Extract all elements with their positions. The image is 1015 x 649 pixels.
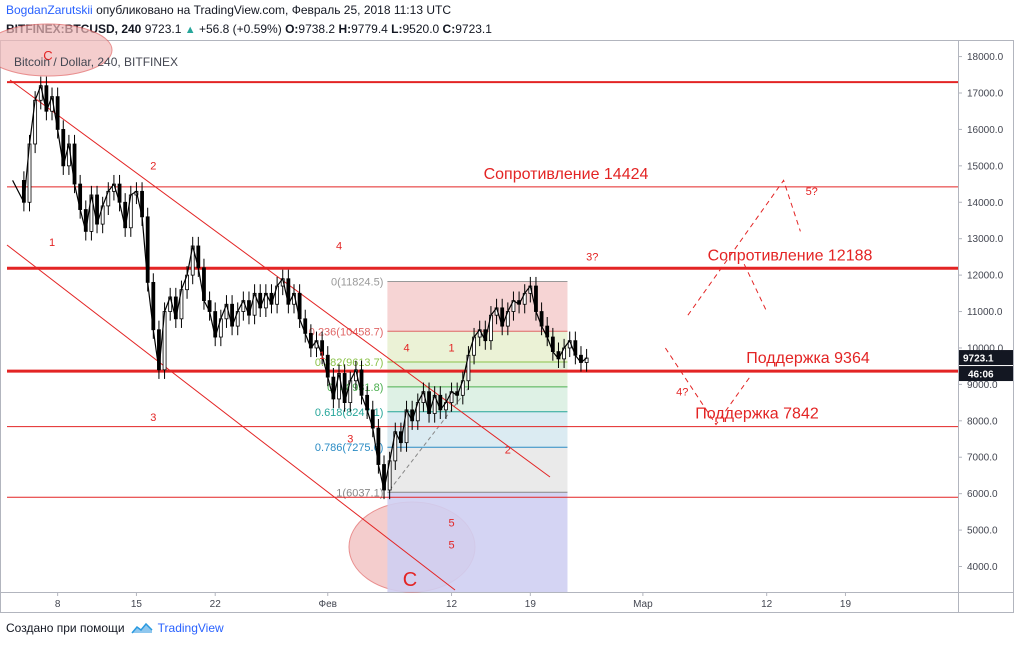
footer: Создано при помощи TradingView [6, 621, 224, 635]
countdown-value: 46:06 [968, 370, 994, 381]
wave-label: 2 [150, 160, 156, 172]
chart-title: Bitcoin / Dollar, 240, BITFINEX [14, 55, 178, 69]
last-price-value: 9723.1 [963, 354, 994, 365]
y-tick-label: 17000.0 [967, 88, 1004, 99]
y-tick-label: 10000.0 [967, 343, 1004, 354]
close-value: 9723.1 [455, 22, 492, 36]
countdown-badge [959, 366, 1013, 382]
level-label: Поддержка 7842 [695, 406, 819, 423]
wave-label: 1 [319, 350, 325, 362]
x-tick-label: Мар [633, 599, 653, 610]
chart-frame [0, 40, 1014, 613]
x-tick-label: 12 [446, 599, 458, 610]
author-link[interactable]: BogdanZarutskii [6, 3, 93, 17]
wave-label: 5 [448, 517, 454, 529]
level-label: Сопротивление 14424 [484, 166, 649, 183]
channel-upper-line [9, 79, 551, 478]
y-tick-label: 15000.0 [967, 161, 1004, 172]
wave-label: 2 [505, 445, 511, 457]
y-tick-label: 12000.0 [967, 271, 1004, 282]
wave-label: 1 [49, 237, 55, 249]
wave-label: 3 [347, 434, 353, 446]
created-with: Создано при помощи [6, 621, 125, 635]
wave-label: 4? [676, 386, 688, 398]
wave-c-label: C [403, 569, 417, 591]
x-tick-label: 8 [55, 599, 61, 610]
publish-info: опубликовано на TradingView.com, Февраль… [96, 3, 451, 17]
y-tick-label: 6000.0 [967, 489, 998, 500]
open-label: O: [285, 22, 299, 36]
x-tick-label: Фев [319, 599, 337, 610]
top-wave-circle [0, 23, 113, 77]
fib-zone [387, 386, 568, 412]
fib-level-label: 0.382(9613.7) [315, 357, 384, 369]
wave-label: 1 [448, 343, 454, 355]
arrow-up-icon: ▲ [184, 24, 196, 36]
level-label: Сопротивление 12188 [708, 247, 873, 264]
y-tick-label: 16000.0 [967, 125, 1004, 136]
level-label: Поддержка 9364 [746, 350, 870, 367]
y-tick-label: 8000.0 [967, 416, 998, 427]
fib-zone [387, 362, 568, 387]
y-tick-label: 7000.0 [967, 453, 998, 464]
low-value: 9520.0 [402, 22, 440, 36]
forecast-path [743, 263, 768, 312]
open-value: 9738.2 [298, 22, 336, 36]
high-value: 9779.4 [351, 22, 388, 36]
price-line [12, 83, 587, 491]
y-tick-label: 14000.0 [967, 198, 1004, 209]
fib-level-label: 0.786(7275.6) [315, 442, 384, 454]
wave-label: 5? [806, 186, 818, 198]
fib-zone [387, 331, 568, 363]
high-label: H: [338, 22, 352, 36]
fib-extension-zone [387, 492, 568, 592]
y-tick-label: 5000.0 [967, 526, 998, 537]
fib-level-label: 0(11824.5) [331, 277, 383, 289]
fib-zone [387, 411, 568, 448]
tradingview-brand: TradingView [157, 621, 224, 635]
x-tick-label: 19 [840, 599, 852, 610]
fib-level-label: 0.236(10458.7) [309, 326, 384, 338]
last-price-badge [959, 350, 1013, 366]
forecast-path [687, 179, 801, 316]
wave-label: 4 [336, 241, 342, 253]
wave-label: 3 [150, 412, 156, 424]
x-tick-label: 15 [131, 599, 143, 610]
wave-label: 3? [586, 252, 598, 264]
tradingview-logo-icon [131, 622, 153, 634]
top-wave-label: С [43, 48, 52, 63]
fib-trend-dashed [389, 387, 469, 491]
wave-label: 4 [403, 343, 409, 355]
tradingview-link[interactable]: TradingView [131, 621, 224, 635]
x-tick-label: 22 [210, 599, 222, 610]
y-tick-label: 13000.0 [967, 234, 1004, 245]
forecast-path [664, 347, 751, 426]
publish-header: BogdanZarutskii опубликовано на TradingV… [6, 3, 451, 17]
y-tick-label: 11000.0 [967, 307, 1003, 318]
last-price: 9723.1 [144, 22, 182, 36]
wave-label: 5 [448, 539, 454, 551]
close-label: C: [442, 22, 456, 36]
y-tick-label: 9000.0 [967, 380, 998, 391]
price-change: +56.8 (+0.59%) [198, 22, 282, 36]
y-tick-label: 18000.0 [967, 52, 1004, 63]
y-tick-label: 4000.0 [967, 562, 998, 573]
x-tick-label: 12 [761, 599, 773, 610]
x-tick-label: 19 [525, 599, 537, 610]
fib-level-label: 1(6037.1) [336, 487, 383, 499]
channel-lower-line [6, 244, 456, 591]
low-label: L: [391, 22, 403, 36]
